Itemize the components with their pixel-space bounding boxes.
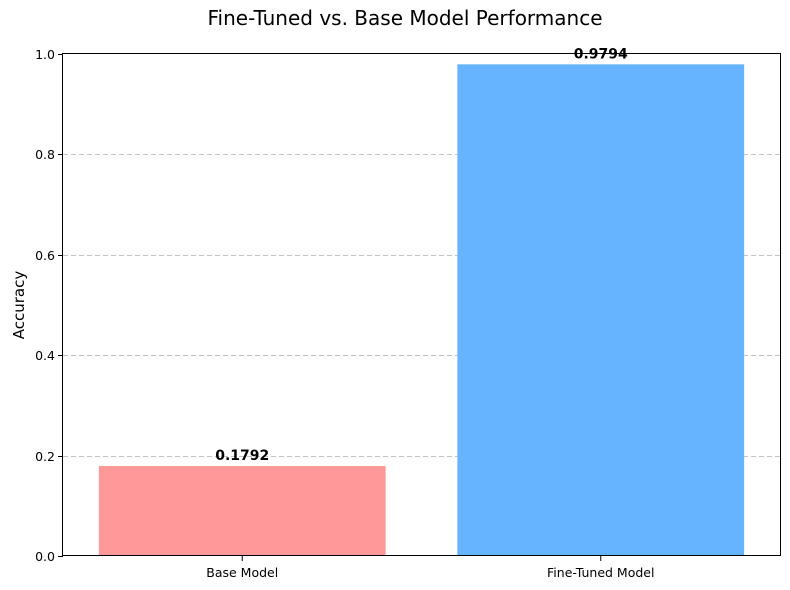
data-label: 0.1792 xyxy=(215,448,269,464)
x-tick-label: Base Model xyxy=(206,565,278,580)
y-tick-label: 0.6 xyxy=(35,248,55,263)
data-label: 0.9794 xyxy=(574,46,628,62)
y-tick-label: 0.8 xyxy=(35,147,55,162)
y-tick-label: 0.4 xyxy=(35,348,55,363)
x-tick-label: Fine-Tuned Model xyxy=(547,565,654,580)
plot-frame xyxy=(62,53,781,556)
x-axis-ticks: Base Model Fine-Tuned Model xyxy=(206,556,654,580)
y-tick-label: 0.2 xyxy=(35,449,55,464)
y-tick-label: 0.0 xyxy=(35,549,55,564)
bars xyxy=(98,64,745,557)
y-axis-label: Accuracy xyxy=(10,271,28,340)
chart-title: Fine-Tuned vs. Base Model Performance xyxy=(207,6,602,30)
bar xyxy=(98,466,386,556)
bar xyxy=(457,64,745,557)
value-labels: 0.1792 0.9794 xyxy=(215,46,628,464)
y-axis-ticks: 0.0 0.2 0.4 0.6 0.8 1.0 xyxy=(35,47,63,564)
y-tick-label: 1.0 xyxy=(35,47,55,62)
